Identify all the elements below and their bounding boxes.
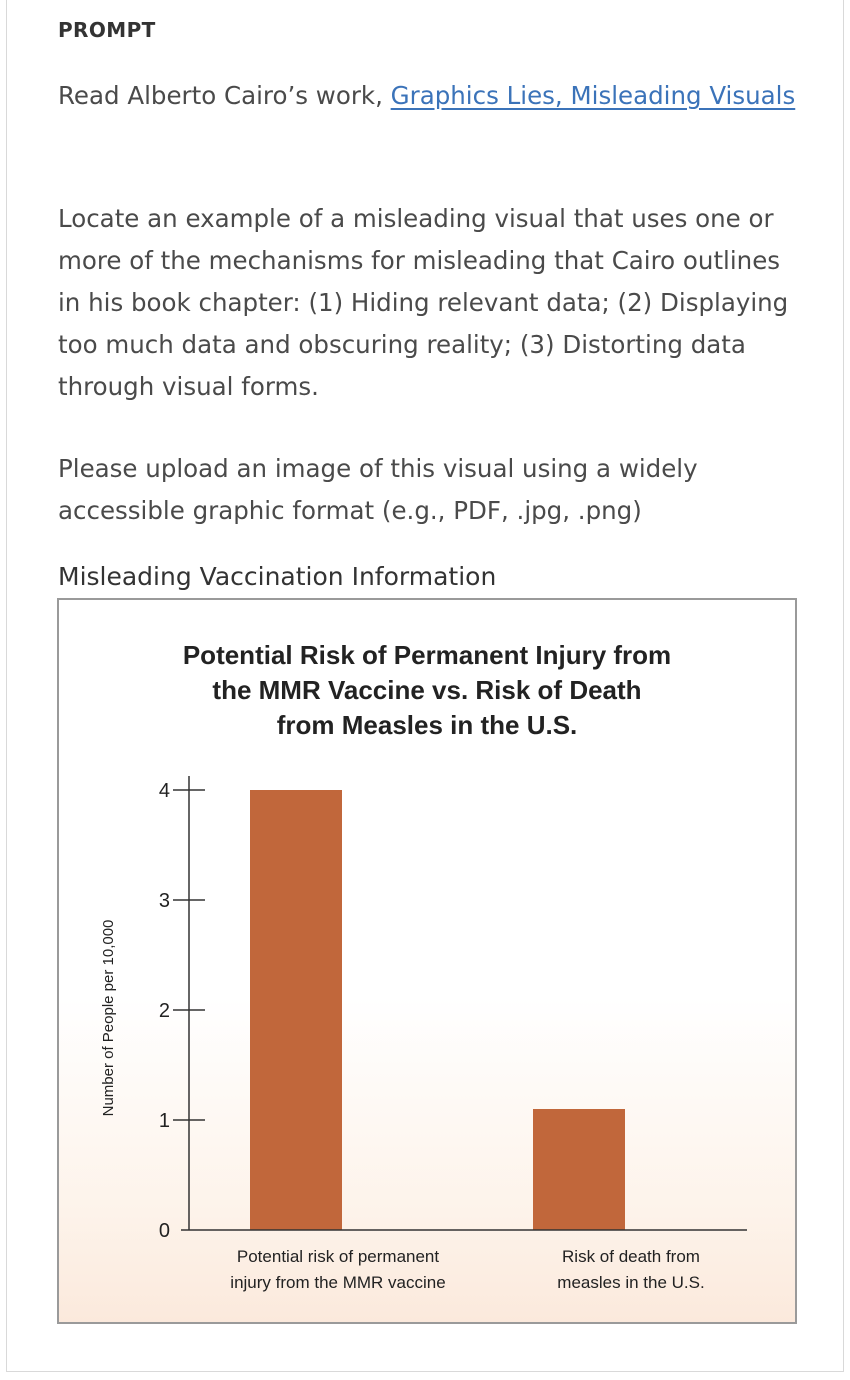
y-tick-label: 3	[159, 890, 170, 912]
prompt-card: PROMPT Read Alberto Cairo’s work, Graphi…	[6, 0, 844, 1372]
read-paragraph: Read Alberto Cairo’s work, Graphics Lies…	[58, 75, 798, 117]
chart-title-line: Potential Risk of Permanent Injury from	[183, 640, 671, 670]
cairo-reading-link[interactable]: Graphics Lies, Misleading Visuals	[390, 81, 796, 110]
chart-title-line: from Measles in the U.S.	[277, 710, 578, 740]
bar	[533, 1109, 625, 1230]
x-category-label: injury from the MMR vaccine	[230, 1273, 445, 1292]
figure-caption: Misleading Vaccination Information	[58, 562, 497, 591]
y-tick-label: 0	[159, 1220, 170, 1242]
prompt-heading: PROMPT	[58, 18, 156, 42]
chart-figure: Potential Risk of Permanent Injury from t…	[57, 598, 797, 1324]
y-axis-label: Number of People per 10,000	[100, 920, 117, 1117]
x-category-label: Potential risk of permanent	[237, 1247, 439, 1266]
y-tick-label: 2	[159, 1000, 170, 1022]
chart-title-line: the MMR Vaccine vs. Risk of Death	[212, 675, 641, 705]
x-category-label: Risk of death from	[562, 1247, 700, 1266]
x-category-label: measles in the U.S.	[557, 1273, 704, 1292]
bar-chart: Potential Risk of Permanent Injury from t…	[100, 640, 747, 1292]
locate-paragraph: Locate an example of a misleading visual…	[58, 204, 789, 401]
read-intro-text: Read Alberto Cairo’s work,	[58, 81, 391, 110]
y-tick-label: 4	[159, 780, 170, 802]
bar	[250, 790, 342, 1230]
y-tick-label: 1	[159, 1110, 170, 1132]
upload-paragraph: Please upload an image of this visual us…	[58, 454, 698, 525]
